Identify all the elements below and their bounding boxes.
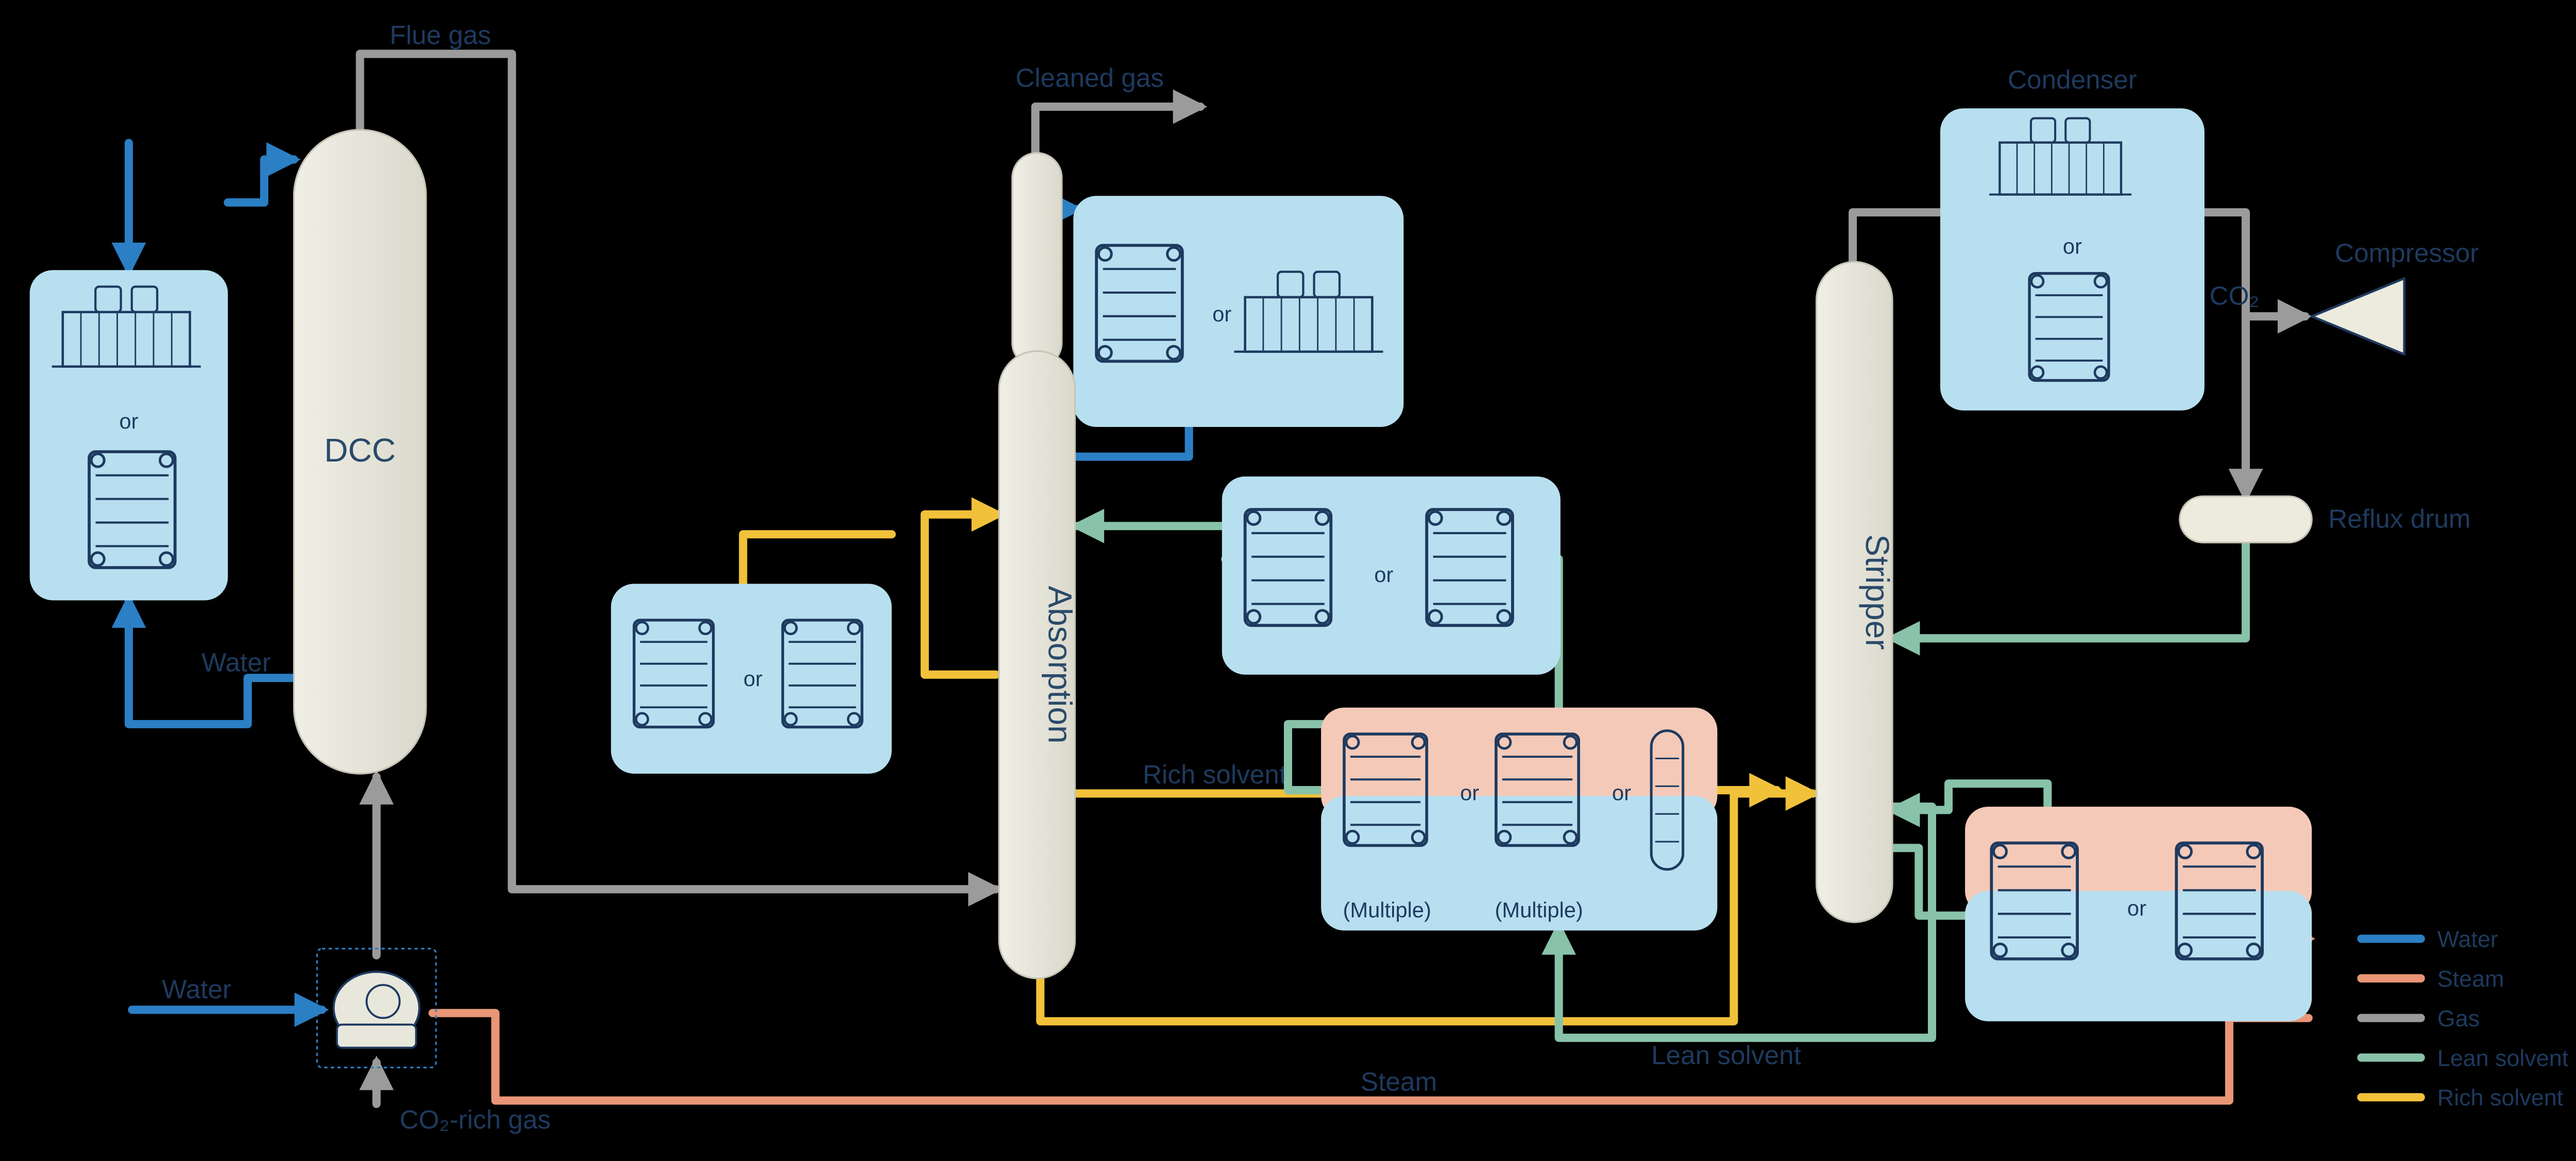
dcc-cooler-box: or — [30, 270, 228, 600]
stream-water-dcc-top — [228, 160, 294, 202]
stream-co2-out — [2201, 212, 2305, 506]
or-label: or — [743, 667, 762, 691]
rich-lean-hx-box: or or (Multiple) (Multiple) — [1321, 708, 1717, 931]
stream-label-water-bottom: Water — [162, 975, 231, 1004]
stripper-vessel-label: Stripper — [1859, 534, 1896, 650]
reflux-drum: Reflux drum — [2180, 497, 2471, 543]
stream-label-steam-line: Steam — [1361, 1067, 1437, 1096]
stream-label-co2-in-gas: CO₂-rich gas — [400, 1105, 551, 1134]
legend-label-gas: Gas — [2437, 1005, 2480, 1031]
abs-top-cooler-box: or — [1073, 196, 1403, 427]
absorption-vessel: Absorption — [999, 153, 1078, 979]
reboiler-box: or — [1965, 807, 2312, 1021]
process-flow-diagram: Water Flue gas CO₂-rich gas Water Cleaned ga… — [0, 0, 2576, 1161]
stream-label-flue-gas-up: Flue gas — [389, 20, 491, 49]
legend-label-lean: Lean solvent — [2437, 1045, 2569, 1071]
stream-reflux-return — [1892, 539, 2246, 638]
legend-label-water: Water — [2437, 926, 2498, 952]
abs-mid-cooler-box: or — [611, 584, 892, 774]
stream-cleaned-gas — [1036, 107, 1201, 153]
multiple-label: (Multiple) — [1343, 898, 1431, 922]
lean-cooler-box: or — [1222, 476, 1561, 675]
condenser-box: or — [1940, 108, 2205, 411]
or-label: or — [119, 409, 138, 433]
compressor-label: Compressor — [2335, 238, 2479, 267]
condenser-title: Condenser — [2008, 65, 2137, 94]
compressor-icon: Compressor — [2312, 238, 2479, 354]
or-label: or — [1374, 562, 1393, 587]
stream-label-co2-out: CO₂ — [2209, 281, 2259, 311]
legend-label-steam: Steam — [2437, 965, 2504, 992]
or-label: or — [1612, 780, 1631, 805]
stream-label-lean-from-strip: Lean solvent — [1651, 1040, 1801, 1070]
stripper-vessel: Stripper — [1817, 262, 1896, 922]
pump-icon — [317, 949, 436, 1068]
stream-condenser-gas — [1853, 212, 1940, 262]
or-label: or — [1212, 302, 1231, 326]
or-label: or — [2063, 234, 2082, 258]
multiple-label: (Multiple) — [1495, 898, 1583, 922]
stream-abs-mid-cool-r — [743, 534, 891, 584]
reflux-label: Reflux drum — [2328, 504, 2470, 533]
stream-label-water-dcc-bot: Water — [201, 647, 271, 677]
stream-label-cleaned-gas: Cleaned gas — [1015, 63, 1164, 93]
or-label: or — [1460, 780, 1479, 805]
stream-abs-mid-cool-l — [925, 515, 999, 675]
stream-label-rich-branch: Rich solvent — [1143, 760, 1286, 789]
or-label: or — [2127, 896, 2146, 920]
legend: Water Steam Gas Lean solvent Rich solvent — [2361, 926, 2568, 1111]
legend-label-rich: Rich solvent — [2437, 1084, 2564, 1111]
absorption-label: Absorption — [1041, 586, 1078, 743]
dcc-label: DCC — [324, 432, 396, 469]
stream-lean-from-reb — [1892, 783, 2047, 810]
